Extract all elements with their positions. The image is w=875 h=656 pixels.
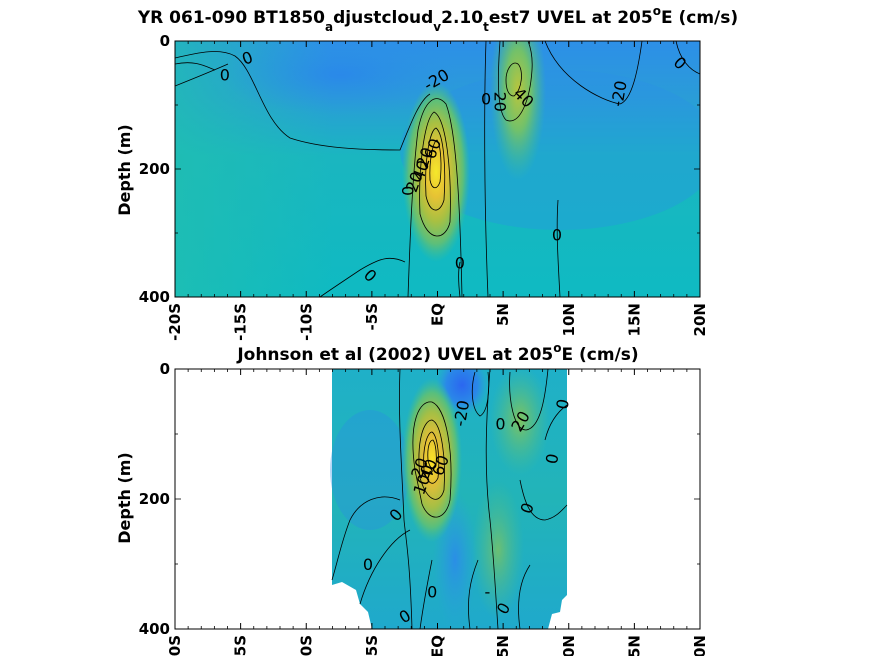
top-x-tick-label: -20S	[166, 303, 184, 341]
top-chart-title: YR 061-090 BT1850adjustcloudv2.10test7 U…	[137, 4, 738, 34]
top-x-tick-label: -15S	[232, 303, 250, 341]
bottom-contour-lines	[331, 369, 568, 629]
top-y-ticks: 0 200 400	[139, 32, 170, 306]
top-y-tick-label: 200	[139, 160, 170, 178]
bottom-contour-label: 0	[542, 452, 562, 465]
top-y-tick-label: 0	[160, 32, 170, 50]
top-x-tick-label: EQ	[429, 303, 447, 326]
bottom-x-tick-label: 20N	[691, 635, 709, 656]
bottom-x-ticks: -20S -15S -10S -5S EQ 5N 10N 15N 20N	[166, 369, 709, 656]
top-x-tick-label: 20N	[691, 303, 709, 336]
top-minor-ticks	[175, 40, 700, 298]
top-contour-label: 0	[552, 225, 562, 244]
top-x-ticks: -20S -15S -10S -5S EQ 5N 10N 15N 20N	[166, 41, 709, 341]
bottom-contour-label: 0	[363, 555, 373, 574]
bottom-y-tick-label: 400	[139, 620, 170, 638]
bottom-x-tick-label: -10S	[297, 635, 315, 656]
bottom-x-tick-label: EQ	[429, 635, 447, 656]
top-contour-label: -20	[607, 79, 630, 108]
top-y-tick-label: 400	[139, 288, 170, 306]
bottom-contour-label: -20	[450, 399, 473, 428]
top-x-tick-label: 15N	[625, 303, 643, 336]
bottom-y-tick-label: 200	[139, 490, 170, 508]
top-contour-label: 0	[481, 90, 491, 109]
top-x-tick-label: -5S	[363, 303, 381, 330]
bottom-contour-label: 0	[552, 398, 572, 411]
bottom-minor-ticks	[175, 368, 700, 630]
top-contour-label: 0	[220, 65, 230, 84]
top-x-tick-label: 5N	[494, 303, 512, 326]
bottom-y-tick-label: 0	[160, 360, 170, 378]
bottom-contour-label: 0	[495, 415, 505, 434]
top-contour-label: 20	[491, 92, 510, 112]
bottom-x-tick-label: 15N	[625, 635, 643, 656]
bottom-chart-title: Johnson et al (2002) UVEL at 205oE (cm/s…	[236, 341, 638, 365]
top-x-tick-label: -10S	[297, 303, 315, 341]
top-contour-lines	[175, 41, 700, 297]
top-contour-label: 0	[455, 253, 465, 272]
bottom-contour-label: -	[484, 582, 490, 601]
top-x-tick-label: 10N	[560, 303, 578, 336]
bottom-x-tick-label: 5N	[494, 635, 512, 656]
bottom-contour-label: 0	[427, 582, 437, 601]
bottom-x-tick-label: 10N	[560, 635, 578, 656]
bottom-x-tick-label: -20S	[166, 635, 184, 656]
bottom-y-ticks: 0 200 400	[139, 360, 170, 638]
bottom-x-tick-label: -15S	[232, 635, 250, 656]
bottom-y-axis-label: Depth (m)	[115, 452, 134, 544]
top-contour-label: 0	[398, 186, 417, 196]
top-y-axis-label: Depth (m)	[115, 124, 134, 216]
bottom-x-tick-label: -5S	[363, 635, 381, 656]
